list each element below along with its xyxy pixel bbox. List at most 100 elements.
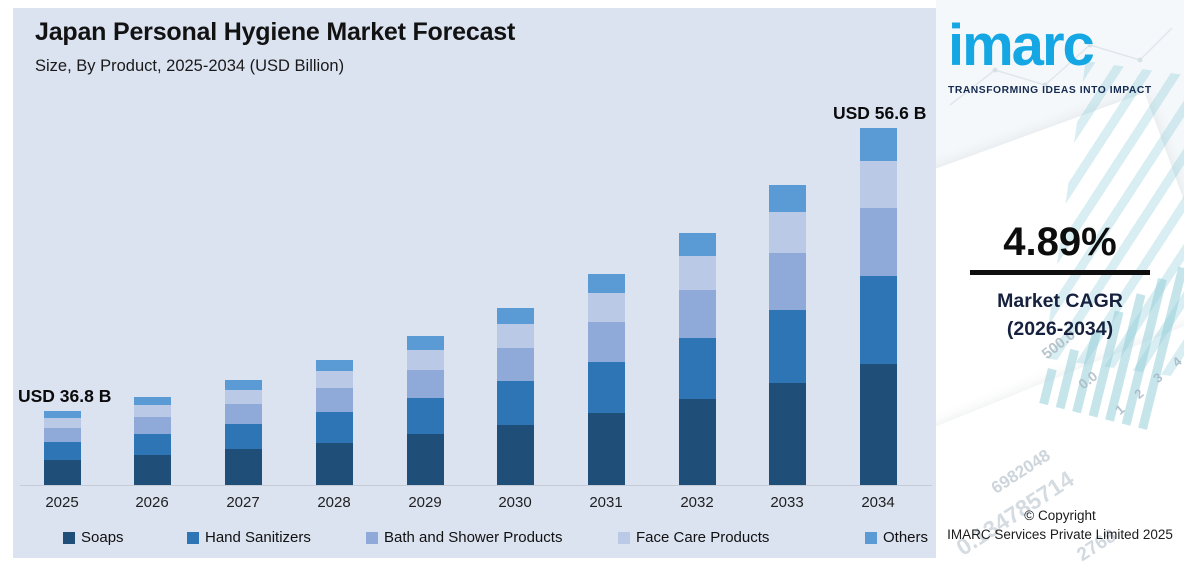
bar-segment-soaps [587, 413, 625, 485]
bar-segment-hand-sanitizers [224, 423, 262, 450]
bar-segment-face-care-products [315, 371, 353, 389]
bar-segment-bath-and-shower-products [43, 427, 81, 442]
x-axis-label-2033: 2033 [770, 494, 804, 511]
bar-segment-soaps [315, 442, 353, 485]
stacked-bar-2032 [678, 233, 716, 485]
bar-segment-hand-sanitizers [859, 276, 897, 364]
legend-item-others: Others [865, 529, 928, 546]
bar-segment-others [43, 411, 81, 418]
copyright-line1: © Copyright [1024, 508, 1096, 523]
bar-segment-face-care-products [224, 389, 262, 404]
imarc-tagline: TRANSFORMING IDEAS INTO IMPACT [948, 84, 1152, 96]
x-axis-label-2034: 2034 [861, 494, 895, 511]
stacked-bar-2027 [224, 380, 262, 485]
bar-segment-soaps [768, 383, 806, 485]
bar-segment-face-care-products [859, 160, 897, 209]
x-axis-line [20, 485, 932, 486]
stacked-bar-2028 [315, 360, 353, 485]
value-label-2025: USD 36.8 B [18, 386, 112, 406]
bar-segment-others [133, 397, 171, 406]
legend-swatch [366, 531, 378, 544]
bar-segment-hand-sanitizers [43, 441, 81, 460]
bar-segment-others [859, 128, 897, 161]
decorative-sparkline-icon [949, 27, 1173, 106]
bar-segment-hand-sanitizers [133, 433, 171, 456]
bar-segment-soaps [406, 434, 444, 485]
stacked-bar-2031 [587, 274, 625, 485]
x-axis-label-2025: 2025 [45, 494, 79, 511]
legend-item-soaps: Soaps [63, 529, 124, 546]
bar-segment-others [768, 185, 806, 213]
stacked-bar-2030 [496, 308, 534, 485]
legend-swatch [187, 531, 199, 544]
bar-segment-face-care-products [768, 212, 806, 253]
bar-segment-face-care-products [133, 405, 171, 417]
bar-segment-soaps [859, 363, 897, 485]
bar-segment-bath-and-shower-products [133, 416, 171, 434]
legend-label: Others [883, 529, 929, 546]
value-label-2034: USD 56.6 B [833, 103, 927, 123]
bar-segment-hand-sanitizers [496, 381, 534, 425]
imarc-logo: imarc TRANSFORMING IDEAS INTO IMPACT [948, 8, 1176, 96]
bar-segment-soaps [43, 459, 81, 485]
legend-swatch [63, 531, 75, 544]
bar-segment-hand-sanitizers [406, 397, 444, 435]
bar-segment-bath-and-shower-products [406, 369, 444, 398]
x-axis-label-2030: 2030 [498, 494, 532, 511]
x-axis-label-2031: 2031 [589, 494, 623, 511]
bar-segment-others [406, 336, 444, 350]
bar-segment-bath-and-shower-products [859, 208, 897, 277]
stacked-bar-2034 [859, 128, 897, 485]
bar-segment-others [315, 360, 353, 372]
bar-segment-bath-and-shower-products [768, 252, 806, 310]
cagr-label-line1: Market CAGR [997, 290, 1123, 312]
bar-segment-bath-and-shower-products [496, 347, 534, 382]
cagr-block: 4.89% Market CAGR (2026-2034) [936, 220, 1184, 344]
cagr-value: 4.89% [1003, 220, 1117, 264]
bars-layer [43, 128, 897, 485]
bar-segment-hand-sanitizers [587, 361, 625, 414]
bar-segment-others [224, 380, 262, 390]
bar-segment-hand-sanitizers [315, 411, 353, 443]
x-axis-label-2027: 2027 [226, 494, 260, 511]
cagr-divider [970, 270, 1150, 275]
bar-segment-face-care-products [496, 324, 534, 348]
bar-segment-face-care-products [43, 417, 81, 428]
bar-segment-face-care-products [406, 349, 444, 370]
bar-segment-hand-sanitizers [678, 337, 716, 400]
copyright: © Copyright IMARC Services Private Limit… [936, 508, 1184, 542]
bar-segment-bath-and-shower-products [587, 321, 625, 362]
bar-segment-face-care-products [587, 293, 625, 322]
chart-subtitle: Size, By Product, 2025-2034 (USD Billion… [35, 57, 345, 75]
bar-segment-soaps [496, 424, 534, 485]
bar-segment-hand-sanitizers [768, 309, 806, 383]
stacked-bar-2029 [406, 336, 444, 485]
legend: Soaps Hand Sanitizers Bath and Shower Prod… [0, 529, 936, 551]
chart-title: Japan Personal Hygiene Market Forecast [35, 18, 516, 46]
x-axis-label-2029: 2029 [408, 494, 442, 511]
stacked-bar-2025 [43, 411, 81, 485]
legend-label: Soaps [81, 529, 124, 546]
legend-label: Bath and Shower Products [384, 529, 563, 546]
stacked-bar-2026 [133, 397, 171, 485]
legend-label: Hand Sanitizers [205, 529, 311, 546]
bar-segment-bath-and-shower-products [224, 403, 262, 424]
bar-segment-bath-and-shower-products [315, 388, 353, 412]
legend-item-bath-and-shower-products: Bath and Shower Products [366, 529, 562, 546]
legend-label: Face Care Products [636, 529, 770, 546]
x-axis-label-2032: 2032 [680, 494, 714, 511]
bar-segment-others [496, 308, 534, 325]
bar-segment-soaps [133, 455, 171, 485]
stacked-bar-2033 [768, 185, 806, 485]
copyright-line2: IMARC Services Private Limited 2025 [947, 527, 1173, 542]
bar-segment-others [587, 274, 625, 294]
legend-item-hand-sanitizers: Hand Sanitizers [187, 529, 311, 546]
brand-sidebar: 500.0 0.0 1 2 3 4 5 6 7 6982048 0.134785… [936, 0, 1184, 566]
bar-segment-bath-and-shower-products [678, 289, 716, 338]
legend-item-face-care-products: Face Care Products [618, 529, 769, 546]
x-axis-label-2026: 2026 [135, 494, 169, 511]
cagr-label-line2: (2026-2034) [1006, 318, 1114, 341]
legend-swatch [865, 531, 877, 544]
bar-segment-soaps [224, 449, 262, 485]
